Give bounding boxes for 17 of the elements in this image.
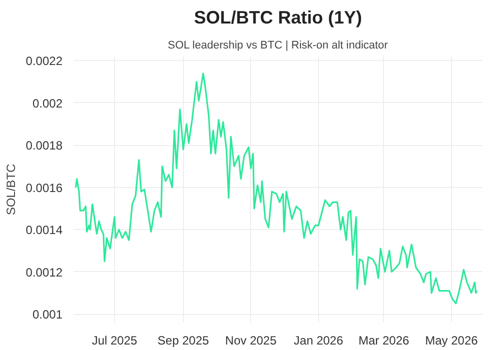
x-tick-label: Sep 2025 [158,334,210,348]
y-tick-label: 0.0016 [26,180,63,195]
y-tick-label: 0.0018 [26,138,63,153]
x-tick-label: Mar 2026 [358,334,410,348]
chart-subtitle: SOL leadership vs BTC | Risk-on alt indicator [168,40,388,52]
y-axis-title: SOL/BTC [4,163,18,216]
y-tick-label: 0.0022 [26,54,63,68]
chart-title: SOL/BTC Ratio (1Y) [194,8,362,28]
x-tick-label: May 2026 [425,334,478,348]
y-tick-label: 0.0012 [26,265,63,280]
x-tick-label: Nov 2025 [225,334,277,348]
x-tick-label: Jan 2026 [294,334,344,348]
y-tick-label: 0.002 [32,96,63,110]
y-tick-label: 0.0014 [26,223,63,238]
x-tick-label: Jul 2025 [92,334,138,348]
y-tick-label: 0.001 [32,308,63,322]
line-series [74,72,478,304]
